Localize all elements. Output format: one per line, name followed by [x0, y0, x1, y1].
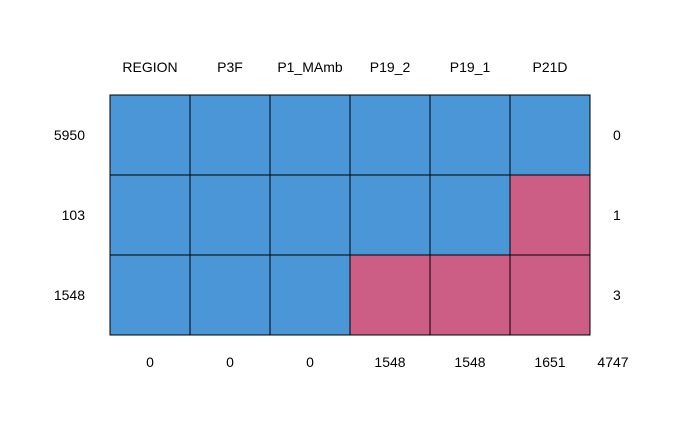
observed-cell [349, 94, 431, 176]
observed-cell [269, 174, 351, 256]
observed-cell [109, 94, 191, 176]
observed-cell [269, 94, 351, 176]
column-label: REGION [122, 59, 177, 75]
column-missing-label: 0 [306, 354, 314, 370]
column-missing-label: 1548 [454, 354, 485, 370]
observed-cell [429, 94, 511, 176]
observed-cell [509, 94, 591, 176]
column-label: P1_MAmb [277, 59, 343, 75]
missing-cell [509, 254, 591, 336]
column-missing-label: 1548 [374, 354, 405, 370]
row-count-label: 5950 [54, 127, 85, 143]
observed-cell [189, 174, 271, 256]
observed-cell [109, 254, 191, 336]
missing-cell [429, 254, 511, 336]
column-label: P3F [217, 59, 243, 75]
observed-cell [189, 254, 271, 336]
observed-cell [429, 174, 511, 256]
total-missing-label: 4747 [597, 354, 628, 370]
column-label: P19_1 [450, 59, 491, 75]
missing-cell [349, 254, 431, 336]
missing-cell [509, 174, 591, 256]
row-missing-label: 0 [613, 127, 621, 143]
observed-cell [109, 174, 191, 256]
column-label: P21D [532, 59, 567, 75]
observed-cell [189, 94, 271, 176]
observed-cell [269, 254, 351, 336]
column-label: P19_2 [370, 59, 411, 75]
column-missing-label: 1651 [534, 354, 565, 370]
row-missing-label: 1 [613, 207, 621, 223]
column-missing-label: 0 [226, 354, 234, 370]
observed-cell [349, 174, 431, 256]
row-count-label: 103 [62, 207, 86, 223]
row-missing-label: 3 [613, 287, 621, 303]
row-count-label: 1548 [54, 287, 85, 303]
column-missing-label: 0 [146, 354, 154, 370]
